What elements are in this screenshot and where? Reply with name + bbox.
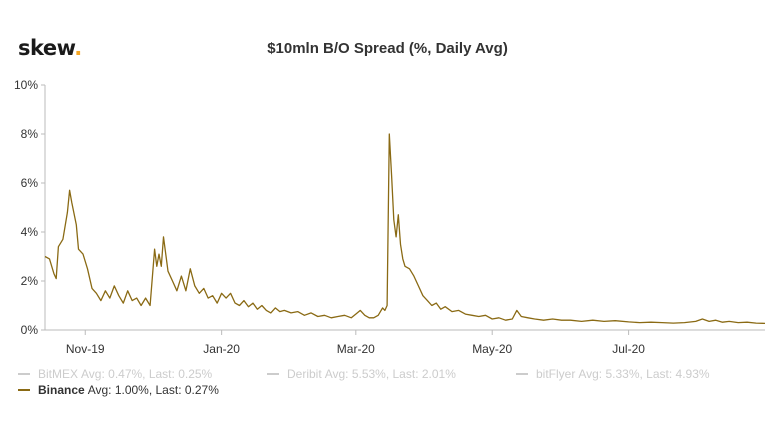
series-line-binance — [44, 133, 766, 325]
chart-series — [44, 133, 766, 325]
logo-text: skew — [18, 36, 75, 60]
legend-item-deribit[interactable]: Deribit Avg: 5.53%, Last: 2.01% — [267, 367, 456, 381]
x-tick-label: May-20 — [472, 342, 512, 356]
x-tick-label: Nov-19 — [66, 342, 105, 356]
legend-label: Binance — [38, 383, 85, 397]
legend-swatch — [18, 389, 30, 391]
x-tick-label: Jan-20 — [203, 342, 240, 356]
y-tick-label: 2% — [21, 274, 39, 288]
legend-label: BitMEX — [38, 367, 79, 381]
legend-item-bitflyer[interactable]: bitFlyer Avg: 5.33%, Last: 4.93% — [516, 367, 710, 381]
legend-label: Deribit — [287, 367, 322, 381]
legend-stats: Avg: 5.33%, Last: 4.93% — [578, 367, 710, 381]
y-tick-label: 4% — [21, 225, 39, 239]
legend-swatch — [516, 373, 528, 375]
legend-stats: Avg: 0.47%, Last: 0.25% — [81, 367, 213, 381]
legend-swatch — [267, 373, 279, 375]
y-tick-label: 0% — [21, 323, 39, 337]
y-tick-label: 8% — [21, 127, 39, 141]
y-tick-label: 10% — [14, 78, 38, 92]
x-tick-label: Mar-20 — [337, 342, 375, 356]
x-tick-label: Jul-20 — [612, 342, 645, 356]
skew-logo: skew. — [18, 36, 82, 60]
chart-title: $10mln B/O Spread (%, Daily Avg) — [267, 40, 508, 57]
legend-stats: Avg: 5.53%, Last: 2.01% — [324, 367, 456, 381]
y-tick-label: 6% — [21, 176, 39, 190]
legend-swatch — [18, 373, 30, 375]
chart-axes: 0% 2% 4% 6% 8% 10% Nov-19 Jan-20 Mar-20 May-20 Jul… — [14, 78, 765, 356]
legend-stats: Avg: 1.00%, Last: 0.27% — [87, 383, 219, 397]
legend-label: bitFlyer — [536, 367, 576, 381]
legend-item-binance[interactable]: Binance Avg: 1.00%, Last: 0.27% — [18, 383, 219, 397]
legend-item-bitmex[interactable]: BitMEX Avg: 0.47%, Last: 0.25% — [18, 367, 212, 381]
logo-dot: . — [74, 36, 82, 60]
